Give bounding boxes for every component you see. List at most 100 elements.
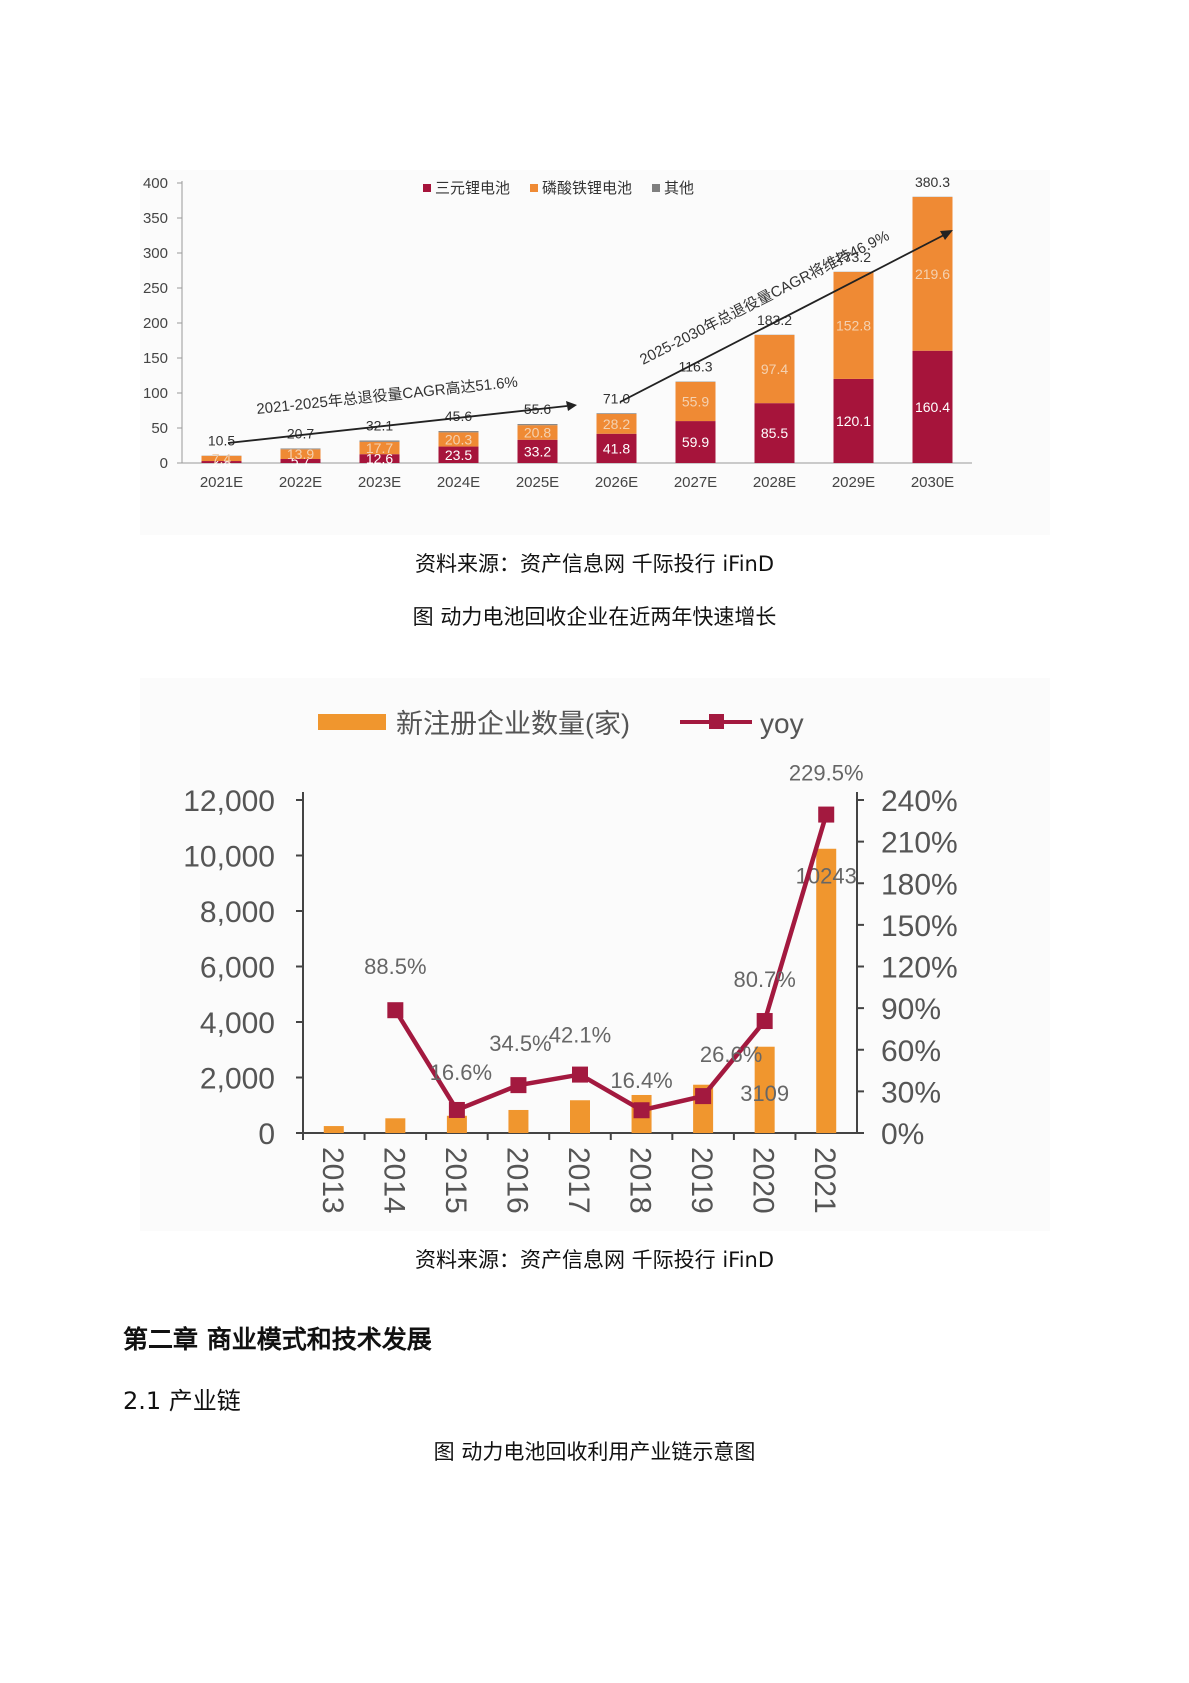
trend-arrow-1-head [566, 401, 577, 411]
bar-segment [438, 432, 479, 447]
x-tick-label: 2029E [832, 474, 875, 491]
yoy-marker [818, 806, 835, 823]
bar-segment [675, 381, 716, 422]
bar-total-label: 45.6 [445, 408, 472, 424]
bar-total-label: 20.7 [287, 426, 314, 442]
bar-segment [596, 413, 637, 414]
bar-segment [517, 425, 558, 440]
bar-data-label: 55.9 [682, 394, 709, 410]
bar-segment [359, 441, 400, 455]
x-tick-label: 2028E [753, 474, 796, 491]
yoy-marker [448, 1101, 465, 1118]
yoy-data-label: 80.7% [733, 967, 795, 992]
left-tick-label: 4,000 [200, 1007, 275, 1040]
left-tick-label: 8,000 [200, 896, 275, 929]
left-tick-label: 12,000 [183, 785, 275, 818]
bar [508, 1109, 529, 1133]
bar-segment [438, 446, 479, 463]
right-tick-label: 60% [881, 1035, 941, 1068]
left-tick-label: 0 [258, 1118, 275, 1151]
x-tick-label: 2022E [279, 474, 322, 491]
x-tick-label: 2021 [808, 1147, 841, 1214]
bar-data-label: 17.7 [366, 440, 393, 456]
bar [323, 1126, 344, 1133]
bar-segment [280, 448, 321, 450]
bar-data-label: 59.9 [682, 434, 709, 450]
bar [570, 1100, 590, 1133]
left-tick-label: 2,000 [200, 1063, 275, 1096]
yoy-data-label: 16.6% [430, 1060, 492, 1085]
x-tick-label: 2020 [747, 1147, 780, 1214]
y-tick-label: 0 [160, 455, 168, 472]
bar-segment [675, 421, 716, 463]
x-tick-label: 2025E [516, 474, 559, 491]
y-tick-label: 250 [143, 280, 168, 297]
bar-data-label: 41.8 [603, 440, 630, 456]
x-tick-label: 2018 [624, 1147, 657, 1214]
bar-data-label: 97.4 [761, 361, 788, 377]
x-tick-label: 2013 [316, 1147, 349, 1214]
x-tick-label: 2019 [685, 1147, 718, 1214]
yoy-marker [387, 1002, 404, 1019]
figure-title-2: 图 动力电池回收利用产业链示意图 [433, 1440, 756, 1464]
bar [816, 848, 837, 1133]
y-tick-label: 400 [143, 175, 168, 192]
trend-arrow-2 [619, 234, 945, 403]
bar-data-label: 20.3 [445, 431, 472, 447]
bar-total-label: 380.3 [915, 174, 950, 190]
bar [385, 1118, 406, 1133]
legend-line-label: yoy [760, 708, 804, 739]
x-tick-label: 2027E [674, 474, 717, 491]
trend-arrow-1 [227, 405, 568, 444]
right-tick-label: 30% [881, 1076, 941, 1109]
source-note-1: 资料来源：资产信息网 千际投行 iFinD [414, 552, 775, 576]
legend-swatch [530, 184, 538, 192]
bar-segment [833, 378, 874, 463]
yoy-line [393, 813, 829, 1113]
x-tick-label: 2016 [500, 1147, 533, 1214]
bar-data-label: 20.8 [524, 424, 551, 440]
legend-swatch [423, 184, 431, 192]
bar-segment [438, 431, 479, 433]
legend-swatch [652, 184, 660, 192]
retirement-volume-svg: 0501001502002503003504002.87.410.52021E5… [143, 174, 972, 491]
bar-segment [833, 271, 874, 379]
yoy-data-label: 42.1% [549, 1023, 611, 1048]
new-enterprise-chart: 新注册企业数量(家) yoy 0 2,000 4,000 6,000 8,000 10,000… [140, 678, 1050, 1231]
legend-label: 磷酸铁锂电池 [542, 180, 632, 197]
x-tick-label: 2017 [562, 1147, 595, 1214]
section-title: 2.1 产业链 [123, 1387, 241, 1415]
chapter-title: 第二章 商业模式和技术发展 [123, 1325, 432, 1354]
bar-segment [596, 433, 637, 463]
y-tick-label: 150 [143, 350, 168, 367]
yoy-marker [695, 1088, 712, 1105]
bar-data-label: 219.6 [915, 266, 950, 282]
bar-segment [912, 350, 953, 463]
bar [446, 1115, 467, 1133]
legend-bar-label: 新注册企业数量(家) [396, 709, 630, 739]
bar-data-label: 152.8 [836, 317, 871, 333]
yoy-data-label: 88.5% [364, 954, 426, 979]
x-tick-label: 2030E [911, 474, 954, 491]
bar-data-label: 33.2 [524, 443, 551, 459]
right-tick-label: 90% [881, 993, 941, 1026]
bar [754, 1046, 775, 1133]
legend-line-marker [709, 714, 724, 729]
y-tick-label: 350 [143, 210, 168, 227]
trend-annotation-1: 2021-2025年总退役量CAGR高达51.6% [256, 374, 519, 418]
yoy-data-label: 16.4% [610, 1068, 672, 1093]
bar-segment [596, 414, 637, 434]
right-tick-label: 240% [881, 785, 958, 818]
right-tick-label: 120% [881, 952, 958, 985]
bar-data-label: 13.9 [287, 446, 314, 462]
bar-segment [201, 461, 242, 463]
trend-arrow-2-head [940, 230, 953, 240]
bar-value-label: 3109 [740, 1081, 789, 1106]
bar-total-label: 32.1 [366, 418, 393, 434]
right-tick-label: 150% [881, 910, 958, 943]
bar-data-label: 23.5 [445, 447, 472, 463]
bar-data-label: 12.6 [366, 451, 393, 467]
yoy-marker [572, 1066, 588, 1083]
y-tick-label: 100 [143, 385, 168, 402]
y-tick-label: 50 [151, 420, 168, 437]
